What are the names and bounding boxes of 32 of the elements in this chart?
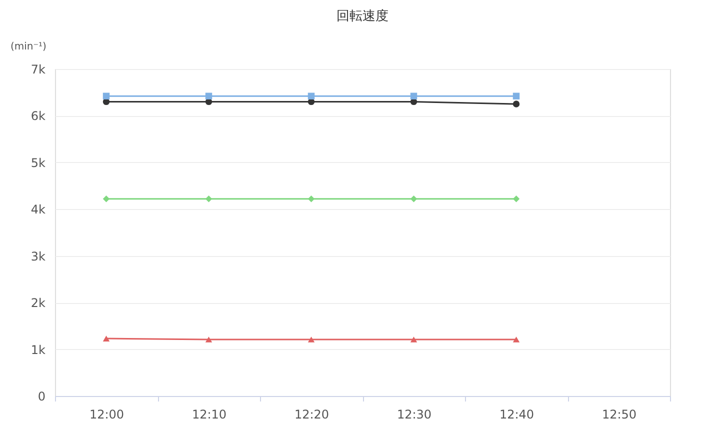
x-tick-label: 12:10 [192,408,227,422]
point [205,92,212,100]
point [410,196,418,202]
point [308,92,315,100]
point [308,196,315,202]
x-tick-label: 12:40 [499,408,534,422]
y-tick-label: 1k [30,342,46,357]
point [512,92,520,100]
x-tick-label: 12:00 [89,408,124,422]
y-tick-label: 0 [38,390,46,404]
point [205,336,212,342]
point [410,92,418,100]
y-tick-label: 6k [30,109,46,124]
y-tick-label: 5k [30,156,46,170]
point [512,100,520,108]
point [410,336,418,342]
point [512,196,520,202]
point [102,196,110,202]
point [102,336,110,342]
x-tick-label: 12:30 [396,408,432,422]
y-tick-label: 7k [30,62,46,76]
point [205,196,212,202]
x-tick-label: 12:20 [294,408,330,422]
y-tick-label: 2k [30,296,46,310]
point [512,336,520,342]
y-tick-label: 4k [30,202,46,217]
y-axis-title: (min⁻¹) [10,42,47,52]
x-tick-label: 12:50 [602,408,637,422]
y-tick-label: 3k [30,249,46,264]
point [308,336,315,342]
point [102,92,110,100]
chart-title: 回転速度 [336,8,388,24]
